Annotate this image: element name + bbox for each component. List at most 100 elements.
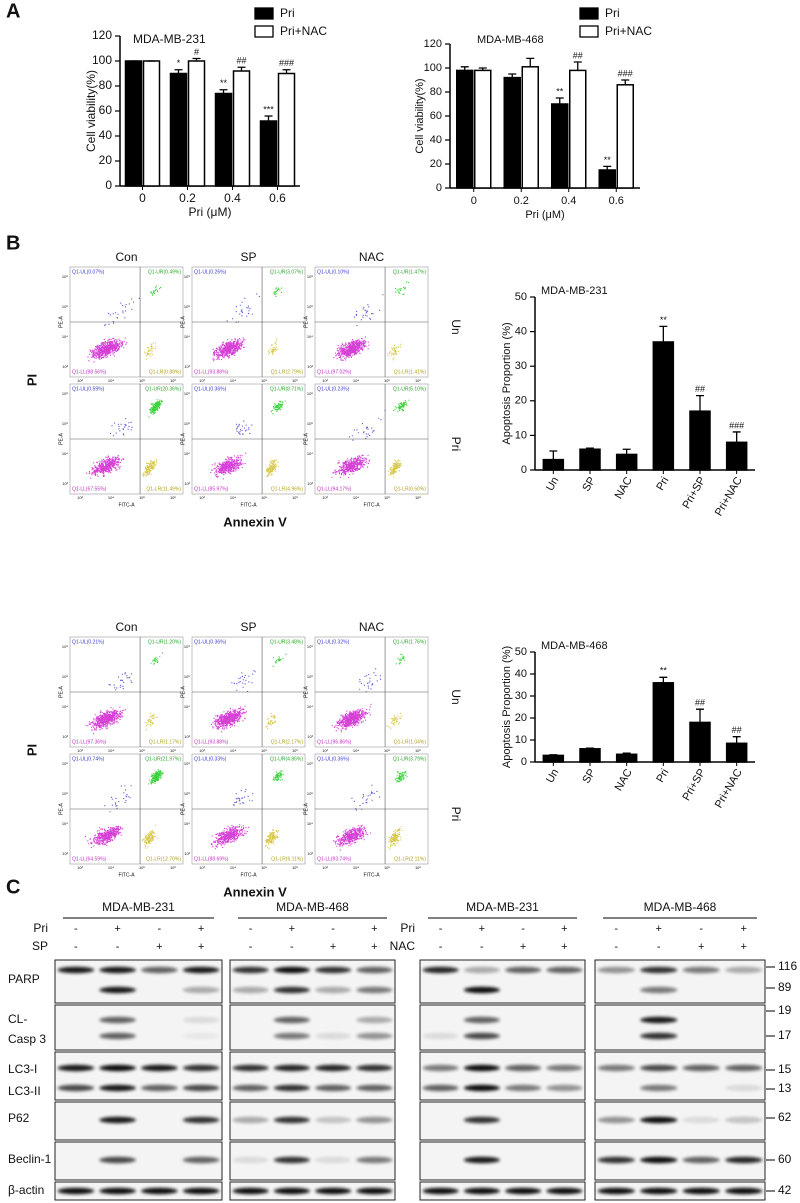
scatter-dots bbox=[264, 829, 279, 849]
blot-band bbox=[273, 1084, 311, 1092]
plot-tick-label: 10³ bbox=[77, 865, 83, 870]
blot-band bbox=[597, 1187, 635, 1195]
bar bbox=[187, 60, 206, 187]
treatment-mark: - bbox=[158, 923, 162, 935]
blot-frame bbox=[419, 1051, 586, 1101]
quadrant-label: Q1-UL(0.36%) bbox=[317, 756, 350, 762]
bar bbox=[725, 441, 748, 471]
x-tick-label: 0.6 bbox=[609, 195, 624, 207]
plot-axis-label: PE-A bbox=[303, 803, 309, 815]
blot-band bbox=[682, 1156, 720, 1164]
bar bbox=[725, 742, 748, 763]
legend-label: Pri bbox=[605, 6, 620, 20]
plot-tick-label: 10⁵ bbox=[139, 378, 145, 383]
blot-band bbox=[463, 1187, 501, 1195]
scatter-dots bbox=[265, 459, 279, 478]
quadrant-label: Q1-LL(97.36%) bbox=[72, 739, 107, 745]
significance-label: ### bbox=[279, 58, 294, 68]
treatment-mark: + bbox=[741, 941, 747, 953]
blot-band bbox=[597, 966, 635, 974]
x-tick-label: 0.4 bbox=[224, 191, 241, 205]
blot-frame bbox=[54, 1181, 223, 1201]
treatment-mark: - bbox=[116, 941, 120, 953]
quadrant-label: Q1-UR(20.36%) bbox=[145, 386, 181, 392]
y-tick-label: 50 bbox=[515, 646, 527, 658]
significance-label: ## bbox=[236, 56, 246, 66]
blot-band bbox=[463, 986, 501, 994]
quadrant-label: Q1-LL(97.02%) bbox=[317, 369, 352, 375]
quadrant-label: Q1-UL(0.33%) bbox=[194, 756, 227, 762]
bar bbox=[521, 66, 539, 189]
plot-tick-label: 10⁵ bbox=[62, 304, 68, 309]
plot-tick-label: 10⁵ bbox=[139, 865, 145, 870]
plot-tick-label: 10⁶ bbox=[415, 865, 421, 870]
y-tick-label: 40 bbox=[515, 326, 527, 338]
blot-band bbox=[273, 1187, 311, 1195]
plot-tick-label: 10⁵ bbox=[184, 421, 190, 426]
axis-title: Annexin V bbox=[223, 884, 287, 899]
plot-tick-label: 10³ bbox=[199, 865, 205, 870]
bar bbox=[277, 72, 296, 187]
plot-tick-label: 10⁴ bbox=[108, 865, 114, 870]
error-bar bbox=[549, 450, 558, 460]
bar bbox=[259, 120, 278, 187]
blot-band bbox=[640, 1187, 678, 1195]
plot-tick-label: 10³ bbox=[62, 364, 68, 369]
quadrant-label: Q1-UR(3.48%) bbox=[270, 639, 303, 645]
quadrant-label: Q1-LR(11.49%) bbox=[146, 486, 181, 492]
blot-band bbox=[99, 986, 136, 994]
plot-tick-label: 10⁵ bbox=[261, 748, 267, 753]
molecular-weight: 62 bbox=[778, 1110, 792, 1124]
plot-tick-label: 10⁶ bbox=[307, 274, 313, 279]
blot-band bbox=[463, 1032, 501, 1040]
plot-tick-label: 10⁵ bbox=[139, 495, 145, 500]
plot-tick-label: 10⁶ bbox=[62, 761, 68, 766]
plot-tick-label: 10⁵ bbox=[384, 748, 390, 753]
blot-band bbox=[504, 1084, 542, 1092]
blot-frame bbox=[594, 959, 766, 1004]
quadrant-label: Q1-LL(64.59%) bbox=[72, 856, 107, 862]
significance-label: ## bbox=[695, 698, 705, 708]
blot-band bbox=[725, 1116, 763, 1124]
plot-tick-label: 10⁴ bbox=[62, 704, 68, 709]
plot-tick-label: 10⁴ bbox=[353, 748, 359, 753]
quadrant-label: Q1-LL(67.55%) bbox=[72, 486, 107, 492]
bar bbox=[689, 410, 711, 471]
plot-tick-label: 10⁴ bbox=[230, 748, 236, 753]
quadrant-label: Q1-LR(1.17%) bbox=[149, 739, 182, 745]
blot-band bbox=[725, 1064, 763, 1072]
blot-band bbox=[463, 1084, 501, 1092]
y-axis-label: Cell viability(%) bbox=[84, 70, 98, 152]
scatter-dots bbox=[235, 420, 253, 435]
plot-axis-label: FITC-A bbox=[363, 502, 380, 508]
treatment-mark: + bbox=[371, 941, 377, 953]
significance-label: ## bbox=[732, 725, 742, 735]
bar bbox=[542, 754, 565, 763]
significance-label: ** bbox=[660, 666, 668, 676]
error-bar bbox=[732, 736, 741, 744]
significance-label: # bbox=[194, 47, 199, 57]
blot-band bbox=[597, 1064, 635, 1072]
y-axis-label: Apoptosis Proportion (%) bbox=[501, 322, 513, 444]
plot-axis-label: PE-A bbox=[58, 433, 64, 445]
plot-tick-label: 10³ bbox=[77, 378, 83, 383]
treatment-mark: - bbox=[249, 923, 253, 935]
plot-tick-label: 10⁶ bbox=[184, 391, 190, 396]
quadrant-label: Q1-UL(0.36%) bbox=[194, 386, 227, 392]
scatter-dots bbox=[333, 824, 372, 851]
y-axis-label: Cell viability(%) bbox=[414, 78, 426, 153]
scatter-dots bbox=[387, 826, 403, 850]
blot-band bbox=[504, 1064, 542, 1072]
blot-band bbox=[356, 1032, 393, 1040]
blot-band bbox=[273, 966, 311, 974]
scatter-dots bbox=[388, 459, 402, 478]
plot-tick-label: 10⁴ bbox=[353, 495, 359, 500]
protein-label: P62 bbox=[8, 1111, 30, 1125]
blot-band bbox=[725, 1156, 763, 1164]
plot-tick-label: 10⁶ bbox=[62, 274, 68, 279]
scatter-dots bbox=[272, 653, 287, 667]
blot-frame bbox=[419, 1004, 586, 1051]
blot-band bbox=[682, 966, 720, 974]
treatment-mark: - bbox=[74, 923, 78, 935]
blot-band bbox=[232, 966, 269, 974]
